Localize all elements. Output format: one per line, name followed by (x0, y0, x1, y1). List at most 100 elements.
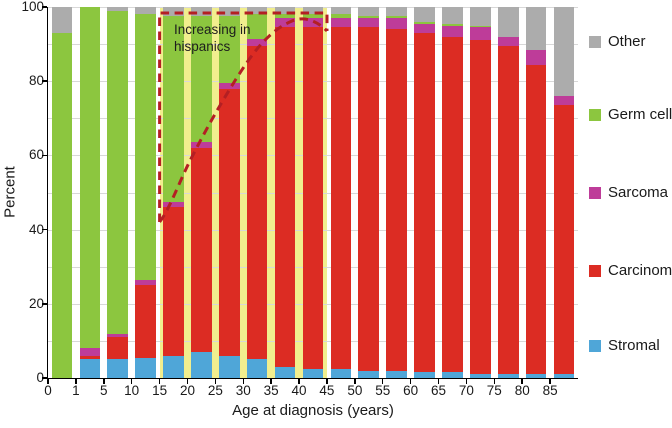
legend-swatch (589, 186, 601, 199)
bar-slot-75-79 (494, 7, 522, 378)
legend-swatch (589, 108, 601, 121)
x-tick-label-50: 50 (347, 383, 363, 398)
annotation-text: Increasing in hispanics (174, 22, 251, 54)
segment-80-84-stromal (525, 374, 547, 378)
bar-slot-10-14 (132, 7, 160, 378)
segment-45-49-stromal (330, 368, 352, 378)
x-axis-line (46, 377, 578, 379)
y-tick-label: 0 (36, 370, 44, 385)
x-tick-mark (465, 379, 468, 384)
x-tick-label-0: 0 (44, 383, 52, 398)
bar-slot-40-44 (299, 7, 327, 378)
segment-60-64-carcinoma (414, 32, 435, 373)
legend-item-stromal: Stromal (589, 337, 660, 354)
segment-40-44-carcinoma (302, 27, 324, 369)
segment-70-74-other (469, 7, 491, 26)
bar-age-15-19 (163, 7, 184, 378)
y-axis-line (46, 7, 48, 379)
segment-70-74-stromal (469, 374, 491, 378)
bar-slot-1-4 (76, 7, 104, 378)
x-axis-labels: 0 1 5 10 15 20 25 30 35 40 45 50 55 60 65 70 75 80 85 (44, 383, 578, 399)
legend-swatch (589, 339, 601, 352)
bar-age-80-84 (525, 7, 547, 378)
legend-label: Sarcoma (608, 184, 669, 201)
segment-85+-sarcoma (553, 96, 575, 106)
x-tick-label-5: 5 (100, 383, 108, 398)
bar-age-35-39 (274, 7, 296, 378)
segment-15-19-other (163, 7, 184, 17)
legend-swatch (589, 35, 601, 48)
y-tick-mark (41, 154, 47, 157)
segment-85+-other (553, 7, 575, 97)
segment-65-69-stromal (442, 372, 463, 378)
segment-15-19-carcinoma (163, 207, 184, 356)
segment-30-34-other (246, 7, 268, 15)
segment-35-39-stromal (274, 366, 296, 378)
segment-85+-stromal (553, 374, 575, 378)
bar-age-20-24 (191, 7, 212, 378)
y-axis-title: Percent (1, 166, 19, 218)
legend-label: Carcinoma (608, 262, 672, 279)
legend: Other Germ cell Sarcoma Carcinoma Stromal (589, 0, 672, 428)
segment-65-69-other (442, 7, 463, 24)
legend-item-other: Other (589, 33, 646, 50)
segment-10-14-carcinoma (135, 285, 156, 358)
legend-label: Germ cell (608, 106, 672, 123)
y-tick-label: 40 (28, 221, 44, 237)
segment-45-49-carcinoma (330, 27, 352, 369)
stacked-bars (48, 7, 578, 378)
bar-slot-55-59 (383, 7, 411, 378)
plot-area: Increasing in hispanics (48, 7, 578, 378)
segment-55-59-carcinoma (386, 29, 407, 371)
x-tick-mark (242, 379, 244, 384)
bar-slot-50-54 (355, 7, 383, 378)
x-tick-mark (103, 379, 105, 384)
segment-5-9-carcinoma (107, 337, 129, 360)
segment-80-84-carcinoma (525, 64, 547, 375)
segment-70-74-germ-cell (469, 25, 491, 28)
x-tick-label-10: 10 (124, 383, 140, 398)
bar-slot-15-19 (160, 7, 188, 378)
legend-label: Other (608, 33, 646, 50)
x-tick-mark (47, 379, 49, 384)
segment-1-4-sarcoma (79, 348, 101, 356)
segment-60-64-germ-cell (414, 21, 435, 24)
y-tick-label: 60 (28, 147, 44, 163)
x-tick-mark (437, 379, 440, 384)
bar-slot-80-84 (522, 7, 550, 378)
segment-10-14-other (135, 7, 156, 15)
segment-5-9-stromal (107, 359, 129, 378)
bar-age-10-14 (135, 7, 156, 378)
y-tick-label: 100 (21, 0, 44, 14)
x-tick-mark (186, 379, 189, 384)
segment-50-54-sarcoma (358, 18, 380, 28)
segment-5-9-germ-cell (107, 10, 129, 334)
segment-20-24-carcinoma (191, 147, 212, 353)
segment-80-84-sarcoma (525, 49, 547, 65)
bar-age-85+ (553, 7, 575, 378)
segment-45-49-sarcoma (330, 18, 352, 28)
segment-50-54-germ-cell (358, 16, 380, 19)
segment-35-39-other (274, 7, 296, 15)
bar-slot-25-29 (215, 7, 243, 378)
bar-slot-30-34 (243, 7, 271, 378)
segment-40-44-stromal (302, 368, 324, 378)
bar-slot-70-74 (466, 7, 494, 378)
bar-age-55-59 (386, 7, 407, 378)
bar-slot-65-69 (438, 7, 466, 378)
x-tick-label-20: 20 (179, 383, 195, 398)
bar-age-70-74 (469, 7, 491, 378)
x-tick-label-45: 45 (319, 383, 335, 398)
segment-60-64-sarcoma (414, 23, 435, 33)
segment-10-14-stromal (135, 357, 156, 378)
x-tick-mark (270, 379, 272, 384)
x-tick-label-30: 30 (235, 383, 251, 398)
x-tick-mark (493, 379, 496, 384)
segment-1-4-stromal (79, 359, 101, 378)
bar-age-60-64 (414, 7, 435, 378)
x-tick-label-85: 85 (542, 383, 558, 398)
x-tick-mark (409, 379, 412, 384)
bar-age-65-69 (442, 7, 463, 378)
segment-60-64-other (414, 7, 435, 22)
segment-50-54-stromal (358, 370, 380, 378)
